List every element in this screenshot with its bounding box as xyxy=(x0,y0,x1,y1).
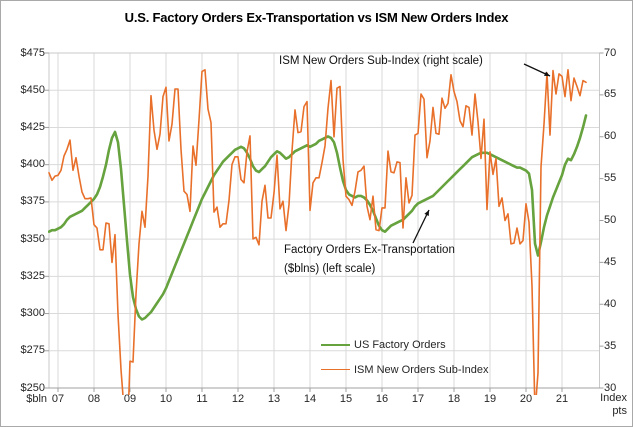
y-right-tick-label: 70 xyxy=(604,46,617,59)
y-right-tick-label: 45 xyxy=(604,255,617,268)
chart-title: U.S. Factory Orders Ex-Transportation vs… xyxy=(124,10,509,25)
x-axis-tick-label: 08 xyxy=(87,393,101,405)
y-left-tick-label: $300 xyxy=(20,307,45,320)
x-axis-tick-label: 09 xyxy=(123,393,137,405)
x-axis-tick-label: 21 xyxy=(555,393,569,405)
y-left-tick-label: $325 xyxy=(20,269,45,282)
y-left-tick-label: $275 xyxy=(20,344,45,357)
x-axis-tick-label: 12 xyxy=(231,393,245,405)
series-line-factory-orders xyxy=(48,114,588,321)
annotation-factory-orders-line1: Factory Orders Ex-Transportation xyxy=(284,244,455,256)
y-right-tick-label: 65 xyxy=(604,88,617,101)
annotation-arrow-ism xyxy=(523,63,551,77)
annotation-ism-new-orders: ISM New Orders Sub-Index (right scale) xyxy=(279,55,483,67)
right-axis-unit-label-line1: Index xyxy=(600,392,627,404)
legend-label-ism-index: ISM New Orders Sub-Index xyxy=(354,363,489,376)
x-axis-tick-label: 13 xyxy=(267,393,281,405)
series-line-ism-new-orders xyxy=(48,69,587,395)
y-left-tick-label: $475 xyxy=(20,46,45,59)
legend-green-line-swatch xyxy=(321,343,350,346)
annotation-factory-orders-line2: ($blns) (left scale) xyxy=(284,263,376,275)
y-right-tick-label: 30 xyxy=(604,381,617,394)
y-left-tick-label: $250 xyxy=(20,381,45,394)
x-axis-tick-label: 11 xyxy=(196,393,208,405)
y-left-tick-label: $425 xyxy=(20,120,45,133)
y-right-tick-label: 35 xyxy=(604,339,617,352)
y-left-tick-label: $350 xyxy=(20,232,45,245)
x-axis-tick-label: 16 xyxy=(375,393,389,405)
y-right-tick-label: 40 xyxy=(604,297,617,310)
x-axis-tick-label: 20 xyxy=(519,393,533,405)
legend-item-factory-orders: US Factory Orders xyxy=(321,332,489,357)
x-axis-tick-label: 10 xyxy=(159,393,173,405)
y-right-tick-label: 60 xyxy=(604,130,617,143)
y-right-tick-label: 55 xyxy=(604,172,617,185)
annotation-arrow-factory xyxy=(412,209,430,244)
x-axis-tick-label: 15 xyxy=(339,393,353,405)
x-axis-tick-label: 07 xyxy=(51,393,65,405)
x-axis-tick-label: 17 xyxy=(411,393,425,405)
y-left-tick-label: $375 xyxy=(20,195,45,208)
y-left-tick-label: $400 xyxy=(20,158,45,171)
legend-orange-line-swatch xyxy=(321,369,350,370)
x-axis-tick-label: 19 xyxy=(483,393,497,405)
legend-item-ism-index: ISM New Orders Sub-Index xyxy=(321,357,489,382)
legend-label-factory-orders: US Factory Orders xyxy=(354,338,446,351)
x-axis-tick-label: 18 xyxy=(447,393,461,405)
right-axis-unit-label-line2: pts xyxy=(612,405,627,417)
y-left-tick-label: $450 xyxy=(20,83,45,96)
chart-legend: US Factory Orders ISM New Orders Sub-Ind… xyxy=(321,332,489,382)
x-axis-tick-label: 14 xyxy=(303,393,317,405)
y-right-tick-label: 50 xyxy=(604,214,617,226)
left-axis-unit-label: $bln xyxy=(26,393,47,405)
